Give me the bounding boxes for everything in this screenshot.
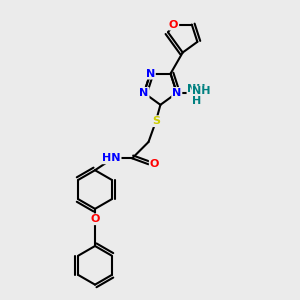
Text: NH: NH [192, 86, 211, 96]
Text: O: O [90, 214, 100, 224]
Text: HN: HN [102, 153, 121, 163]
Text: N: N [140, 88, 148, 98]
Text: O: O [150, 159, 159, 169]
Text: H: H [192, 92, 201, 102]
Text: H: H [192, 96, 202, 106]
Text: S: S [152, 116, 160, 126]
Text: NH: NH [188, 84, 206, 94]
Text: N: N [146, 69, 155, 79]
Text: O: O [169, 20, 178, 30]
Text: N: N [172, 88, 182, 98]
